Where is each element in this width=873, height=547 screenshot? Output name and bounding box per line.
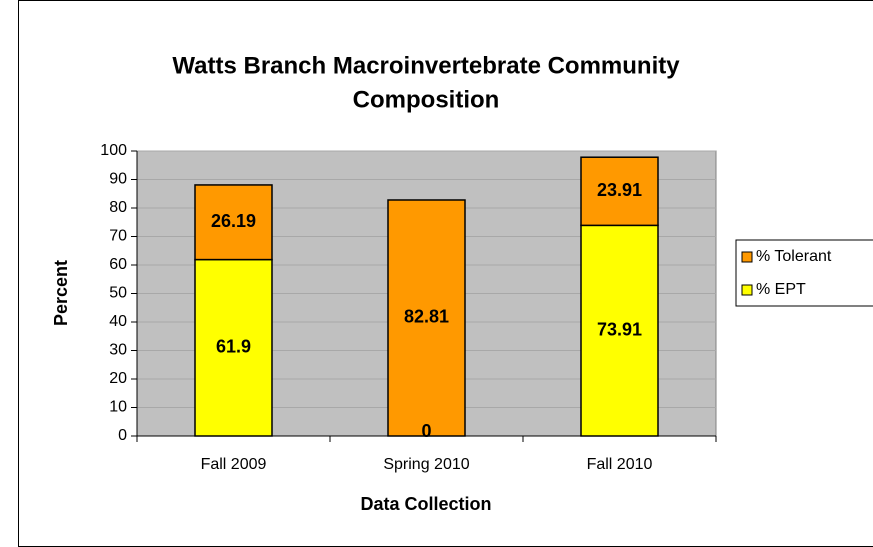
value-label: 82.81 <box>404 307 449 327</box>
legend-box <box>735 239 873 307</box>
value-label: 73.91 <box>597 319 642 339</box>
y-tick-label: 50 <box>109 285 127 302</box>
bar-segment <box>580 156 659 227</box>
y-tick-label: 40 <box>109 313 127 330</box>
y-tick-label: 100 <box>100 142 127 159</box>
x-tick-label: Fall 2010 <box>587 456 653 473</box>
value-label: 23.91 <box>597 180 642 200</box>
y-tick-label: 0 <box>118 427 127 444</box>
y-tick-label: 60 <box>109 256 127 273</box>
y-tick-label: 30 <box>109 342 127 359</box>
x-tick-label: Spring 2010 <box>383 456 469 473</box>
value-label: 0 <box>421 421 431 441</box>
legend-swatch <box>741 284 753 296</box>
chart-title: Watts Branch Macroinvertebrate Community <box>172 52 680 79</box>
bar-segment <box>194 258 273 437</box>
chart-title: Composition <box>353 86 500 113</box>
y-tick-label: 90 <box>109 171 127 188</box>
y-tick-label: 70 <box>109 228 127 245</box>
y-axis-label: Percent <box>51 260 71 326</box>
y-tick-label: 10 <box>109 399 127 416</box>
legend-label: % EPT <box>756 281 806 298</box>
x-axis-label: Data Collection <box>360 494 491 514</box>
legend-label: % Tolerant <box>756 248 832 265</box>
value-label: 61.9 <box>216 337 251 357</box>
value-label: 26.19 <box>211 211 256 231</box>
legend-swatch <box>741 251 753 263</box>
y-tick-label: 80 <box>109 199 127 216</box>
x-tick-label: Fall 2009 <box>201 456 267 473</box>
y-tick-label: 20 <box>109 370 127 387</box>
bar-segment <box>387 199 466 437</box>
bar-segment <box>194 184 273 261</box>
bar-segment <box>580 224 659 437</box>
